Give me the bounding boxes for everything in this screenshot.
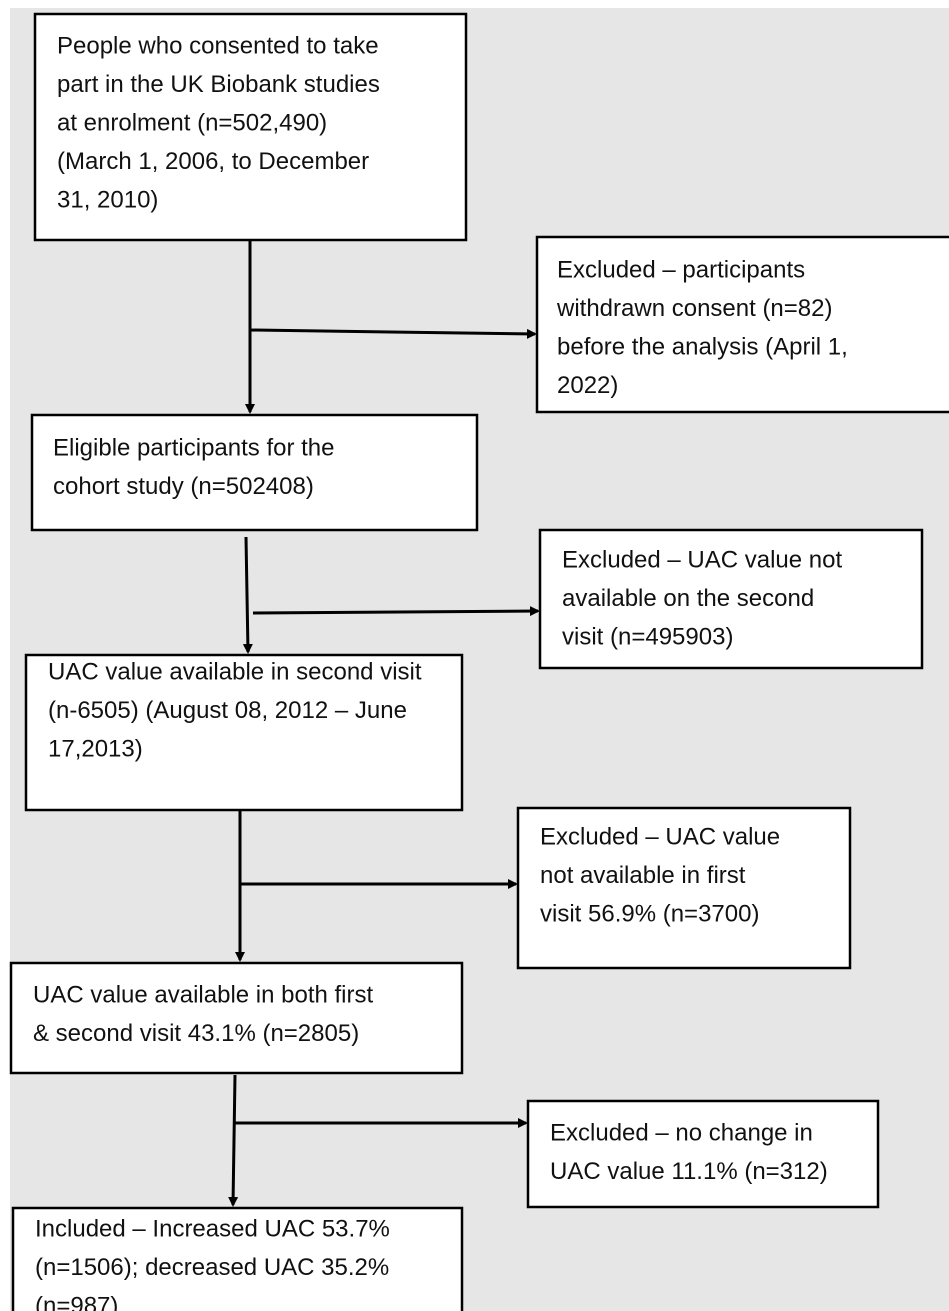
node-text: Included – Increased UAC 53.7% — [35, 1215, 390, 1242]
node-text: available on the second — [562, 585, 814, 612]
node-box — [9, 961, 464, 1075]
node-text: Excluded – UAC value not — [562, 546, 842, 573]
node-text: at enrolment (n=502,490) — [57, 109, 327, 136]
node: Included – Increased UAC 53.7% (n=1506); … — [11, 1206, 464, 1311]
boxes: People who consented to take part in the … — [9, 12, 949, 1311]
node-text: Excluded – participants — [557, 256, 805, 283]
node-text: visit 56.9% (n=3700) — [540, 900, 759, 927]
node-text: & second visit 43.1% (n=2805) — [33, 1020, 359, 1047]
node-text: 31, 2010) — [57, 186, 158, 213]
arrows — [228, 240, 540, 1207]
node-text: cohort study (n=502408) — [53, 473, 314, 500]
node-text: Excluded – no change in — [550, 1119, 813, 1146]
arrow — [228, 1074, 239, 1207]
node-text: part in the UK Biobank studies — [57, 71, 380, 98]
arrow — [242, 536, 253, 654]
node-box — [516, 806, 852, 970]
node-box — [11, 1206, 464, 1311]
node: Excluded – no change in UAC value 11.1% (… — [526, 1099, 880, 1209]
node-text: Eligible participants for the — [53, 434, 334, 461]
node: Eligible participants for the cohort stud… — [30, 413, 479, 532]
node-text: 17,2013) — [48, 735, 143, 762]
node-text: not available in first — [540, 862, 746, 889]
node: UAC value available in both first & secon… — [9, 961, 464, 1075]
node-text: (n-6505) (August 08, 2012 – June — [48, 697, 407, 724]
node-text: UAC value available in both first — [33, 981, 374, 1008]
node: Excluded – participants withdrawn consent… — [535, 235, 949, 414]
node-text: visit (n=495903) — [562, 623, 733, 650]
node-text: before the analysis (April 1, — [557, 333, 848, 360]
node-box — [535, 235, 949, 414]
node-box — [526, 1099, 880, 1209]
node-text: (n=987) — [35, 1292, 118, 1311]
node: Excluded – UAC value not available in fir… — [516, 806, 852, 970]
node: Excluded – UAC value not available on the… — [538, 528, 924, 670]
node: UAC value available in second visit (n-65… — [24, 653, 464, 812]
node-box — [33, 12, 468, 242]
arrow — [252, 606, 540, 617]
node-text: Excluded – UAC value — [540, 823, 780, 850]
node-text: (n=1506); decreased UAC 35.2% — [35, 1254, 389, 1281]
node: People who consented to take part in the … — [33, 12, 468, 242]
node-text: People who consented to take — [57, 32, 379, 59]
node-text: UAC value available in second visit — [48, 658, 422, 685]
node-box — [24, 653, 464, 812]
node-box — [538, 528, 924, 670]
node-text: withdrawn consent (n=82) — [556, 295, 832, 322]
node-text: 2022) — [557, 372, 618, 399]
node-text: UAC value 11.1% (n=312) — [550, 1158, 828, 1185]
node-box — [30, 413, 479, 532]
node-text: (March 1, 2006, to December — [57, 148, 369, 175]
arrow — [249, 328, 537, 339]
